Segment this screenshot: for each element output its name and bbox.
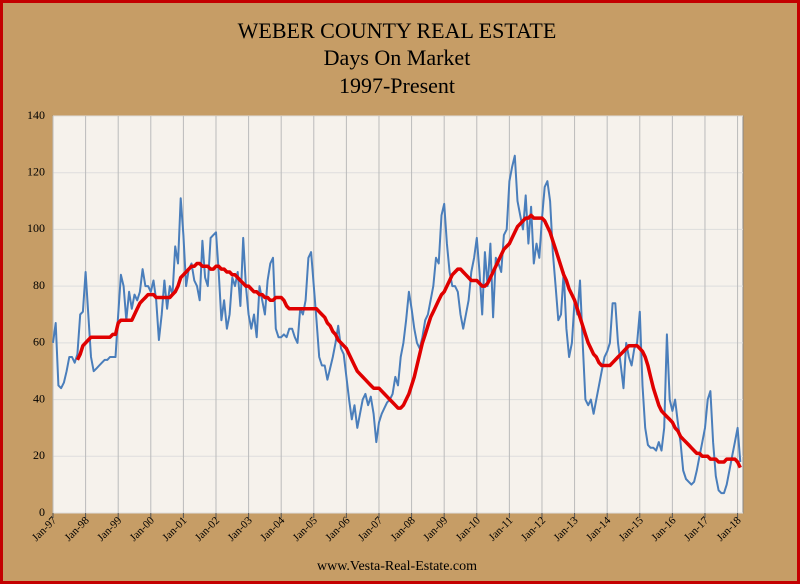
x-tick-label: Jan-00 bbox=[128, 514, 158, 544]
y-tick-label: 0 bbox=[39, 505, 45, 519]
x-tick-label: Jan-09 bbox=[421, 514, 451, 544]
y-tick-label: 120 bbox=[27, 164, 45, 178]
y-tick-label: 100 bbox=[27, 221, 45, 235]
x-tick-label: Jan-12 bbox=[519, 515, 548, 544]
x-tick-label: Jan-01 bbox=[160, 515, 189, 544]
chart-subtitle: Days On Market bbox=[324, 45, 471, 70]
y-tick-label: 60 bbox=[33, 335, 45, 349]
x-tick-label: Jan-16 bbox=[649, 514, 679, 544]
x-tick-label: Jan-18 bbox=[714, 514, 744, 544]
x-tick-label: Jan-06 bbox=[323, 514, 353, 544]
x-tick-label: Jan-99 bbox=[95, 514, 125, 544]
x-tick-label: Jan-02 bbox=[193, 515, 222, 544]
x-tick-label: Jan-11 bbox=[487, 515, 516, 544]
y-tick-label: 40 bbox=[33, 391, 45, 405]
x-tick-label: Jan-05 bbox=[291, 514, 321, 544]
y-tick-label: 140 bbox=[27, 108, 45, 122]
plot-area bbox=[52, 115, 744, 514]
data-line bbox=[75, 213, 742, 469]
x-tick-label: Jan-10 bbox=[454, 514, 484, 544]
x-tick-label: Jan-07 bbox=[356, 514, 386, 544]
y-tick-label: 80 bbox=[33, 278, 45, 292]
chart-title: WEBER COUNTY REAL ESTATE bbox=[238, 18, 557, 43]
x-tick-label: Jan-98 bbox=[62, 514, 92, 544]
source: www.Vesta-Real-Estate.com bbox=[317, 559, 477, 574]
x-tick-label: Jan-04 bbox=[258, 514, 288, 544]
y-tick-label: 20 bbox=[33, 448, 45, 462]
x-tick-label: Jan-15 bbox=[617, 514, 647, 544]
chart-subtitle: 1997-Present bbox=[339, 73, 455, 98]
x-tick-label: Jan-13 bbox=[551, 514, 581, 544]
x-tick-label: Jan-17 bbox=[682, 514, 712, 544]
x-tick-label: Jan-14 bbox=[584, 514, 614, 544]
x-tick-label: Jan-03 bbox=[225, 514, 255, 544]
x-tick-label: Jan-08 bbox=[388, 514, 418, 544]
